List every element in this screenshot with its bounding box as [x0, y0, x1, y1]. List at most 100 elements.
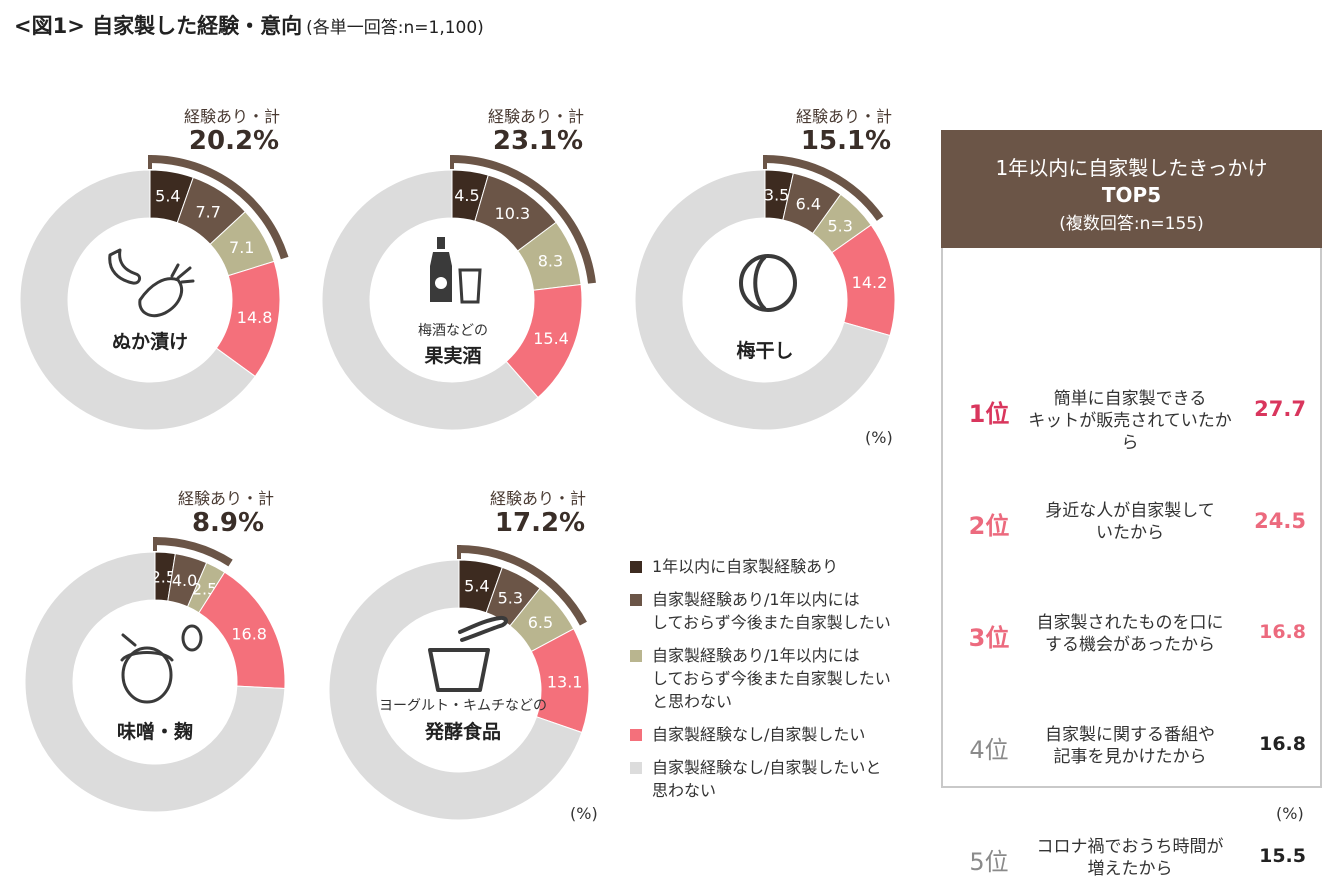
donut-5-data-label: 13.1: [547, 673, 583, 692]
donut-4-segment-noexp-not-want: [24, 551, 286, 813]
ranking-row-3: 3位 自家製されたものを口に する機会があったから 16.8: [943, 604, 1320, 664]
donut-1-data-label: 7.1: [229, 238, 254, 257]
rank-reason: 身近な人が自家製して いたから: [1045, 501, 1215, 543]
donut-1-total-caption: 経験あり・計: [183, 107, 280, 126]
figure-title-sub: (各単一回答:n=1,100): [306, 18, 484, 38]
rank-value: 15.5: [1259, 845, 1306, 867]
donut-5-center-sub: ヨーグルト・キムチなどの: [379, 698, 547, 714]
donut-4-total-value: 8.9%: [191, 508, 265, 538]
rank-reason: 自家製されたものを口に する機会があったから: [1036, 613, 1224, 655]
top5-list: 1位 簡単に自家製できる キットが販売されていたから 27.7 2位 身近な人が…: [941, 248, 1322, 879]
rank-reason: 自家製に関する番組や 記事を見かけたから: [1045, 725, 1215, 767]
rank-label: 2位: [968, 512, 1010, 540]
donut-2-data-label: 4.5: [454, 186, 479, 205]
legend-swatch: [630, 594, 642, 606]
figure-title: <図1> 自家製した経験・意向 (各単一回答:n=1,100): [14, 10, 484, 40]
ranking-unit: (%): [1276, 804, 1304, 823]
rank-label: 3位: [968, 624, 1010, 652]
legend: 1年以内に自家製経験あり 自家製経験あり/1年以内には しておらず今後また自家製…: [630, 555, 930, 812]
ranking-row-5: 5位 コロナ禍でおうち時間が 増えたから 15.5: [943, 828, 1320, 888]
donut-2-data-label: 10.3: [495, 204, 531, 223]
legend-item-noexp-want: 自家製経験なし/自家製したい: [630, 723, 930, 746]
donut-1-data-label: 5.4: [155, 187, 180, 206]
donut-3-data-label: 14.2: [852, 273, 888, 292]
plum-icon: [739, 254, 797, 312]
legend-swatch: [630, 650, 642, 662]
miso-pot-icon: [120, 624, 203, 704]
donut-4-data-label: 2.5: [151, 567, 176, 586]
legend-label: 自家製経験なし/自家製したい: [652, 725, 866, 744]
donut-3-total-value: 15.1%: [800, 126, 892, 156]
donut-4-experience-bracket: [155, 537, 233, 567]
ranking-row-4: 4位 自家製に関する番組や 記事を見かけたから 16.8: [943, 716, 1320, 776]
donut-4-data-label: 4.0: [172, 571, 197, 590]
donut-1-center-label: ぬか漬け: [111, 331, 188, 353]
donut-1-experience-bracket: [150, 155, 289, 260]
rank-reason: コロナ禍でおうち時間が 増えたから: [1036, 837, 1224, 879]
legend-swatch: [630, 561, 642, 573]
donut-5-total-caption: 経験あり・計: [489, 489, 586, 508]
donut-3-center-label: 梅干し: [736, 340, 794, 362]
figure-title-main: <図1> 自家製した経験・意向: [14, 14, 303, 38]
donut-1-data-label: 7.7: [195, 202, 220, 221]
bottle-glass-icon: [430, 237, 482, 304]
legend-label: 1年以内に自家製経験あり: [652, 557, 839, 576]
legend-label: 自家製経験あり/1年以内には しておらず今後また自家製したい と思わない: [652, 646, 891, 711]
rank-label: 4位: [969, 736, 1009, 764]
donut-4-data-label: 16.8: [231, 624, 267, 643]
donut-5-center-label: 発酵食品: [424, 721, 501, 743]
top-row-unit: (%): [865, 428, 893, 447]
legend-item-exp-want: 自家製経験あり/1年以内には しておらず今後また自家製したい: [630, 588, 930, 634]
rank-value: 24.5: [1254, 509, 1306, 533]
donut-3-data-label: 3.5: [764, 186, 789, 205]
rank-reason: 簡単に自家製できる キットが販売されていたから: [1028, 389, 1232, 453]
top5-header: 1年以内に自家製したきっかけ TOP5 (複数回答:n=155): [941, 130, 1322, 248]
donut-1-data-label: 14.8: [237, 308, 273, 327]
donut-5-data-label: 6.5: [528, 613, 553, 632]
donut-4-total-caption: 経験あり・計: [177, 489, 274, 508]
cucumber-radish-icon: [108, 248, 195, 318]
rank-value: 16.8: [1259, 733, 1306, 755]
donut-5-segment-noexp-not-want: [328, 559, 583, 821]
donut-5-data-label: 5.4: [464, 577, 489, 596]
legend-item-exp-not-want: 自家製経験あり/1年以内には しておらず今後また自家製したい と思わない: [630, 644, 930, 713]
donut-2-total-value: 23.1%: [492, 126, 584, 156]
legend-item-noexp-not-want: 自家製経験なし/自家製したいと 思わない: [630, 756, 930, 802]
donut-2-data-label: 15.4: [533, 329, 569, 348]
rank-label: 5位: [969, 848, 1009, 876]
legend-label: 自家製経験なし/自家製したいと 思わない: [652, 758, 882, 800]
legend-item-within-year: 1年以内に自家製経験あり: [630, 555, 930, 578]
donut-2-segment-noexp-not-want: [321, 169, 539, 431]
donut-4-center-label: 味噌・麹: [116, 721, 193, 743]
rank-value: 27.7: [1254, 397, 1306, 421]
donut-1-total-value: 20.2%: [188, 126, 280, 156]
top5-header-top5: TOP5: [1101, 183, 1162, 207]
donut-3-experience-bracket: [765, 155, 884, 221]
donut-2-center-label: 果実酒: [424, 345, 482, 367]
donut-3-total-caption: 経験あり・計: [795, 107, 892, 126]
top5-panel: 1年以内に自家製したきっかけ TOP5 (複数回答:n=155) 1位 簡単に自…: [941, 130, 1322, 879]
donut-3-data-label: 5.3: [827, 216, 852, 235]
donut-2-experience-bracket: [452, 155, 596, 284]
bottom-row-unit: (%): [570, 804, 598, 823]
donut-3-segment-noexp-not-want: [634, 169, 891, 431]
ranking-row-2: 2位 身近な人が自家製して いたから 24.5: [943, 492, 1320, 552]
donut-5-data-label: 5.3: [498, 588, 523, 607]
donut-2-total-caption: 経験あり・計: [487, 107, 584, 126]
legend-label: 自家製経験あり/1年以内には しておらず今後また自家製したい: [652, 590, 891, 632]
yogurt-bowl-icon: [428, 615, 508, 692]
legend-swatch: [630, 762, 642, 774]
donut-5-total-value: 17.2%: [494, 508, 586, 538]
donut-2-data-label: 8.3: [538, 252, 563, 271]
donut-1-segment-noexp-not-want: [19, 169, 256, 431]
donut-3-data-label: 6.4: [796, 194, 821, 213]
top5-header-note: (複数回答:n=155): [1059, 214, 1204, 234]
donut-5-experience-bracket: [459, 545, 587, 626]
donut-2-center-sub: 梅酒などの: [418, 323, 488, 339]
ranking-row-1: 1位 簡単に自家製できる キットが販売されていたから 27.7: [943, 380, 1320, 453]
rank-value: 16.8: [1259, 621, 1306, 643]
top5-header-title: 1年以内に自家製したきっかけ: [995, 156, 1268, 180]
donut-charts: 5.4 7.7 7.1 14.8 4.5 10.3 8.3 15.4 3.5 6.4 5.3 14.2…: [19, 155, 896, 821]
legend-swatch: [630, 729, 642, 741]
rank-label: 1位: [968, 400, 1010, 428]
